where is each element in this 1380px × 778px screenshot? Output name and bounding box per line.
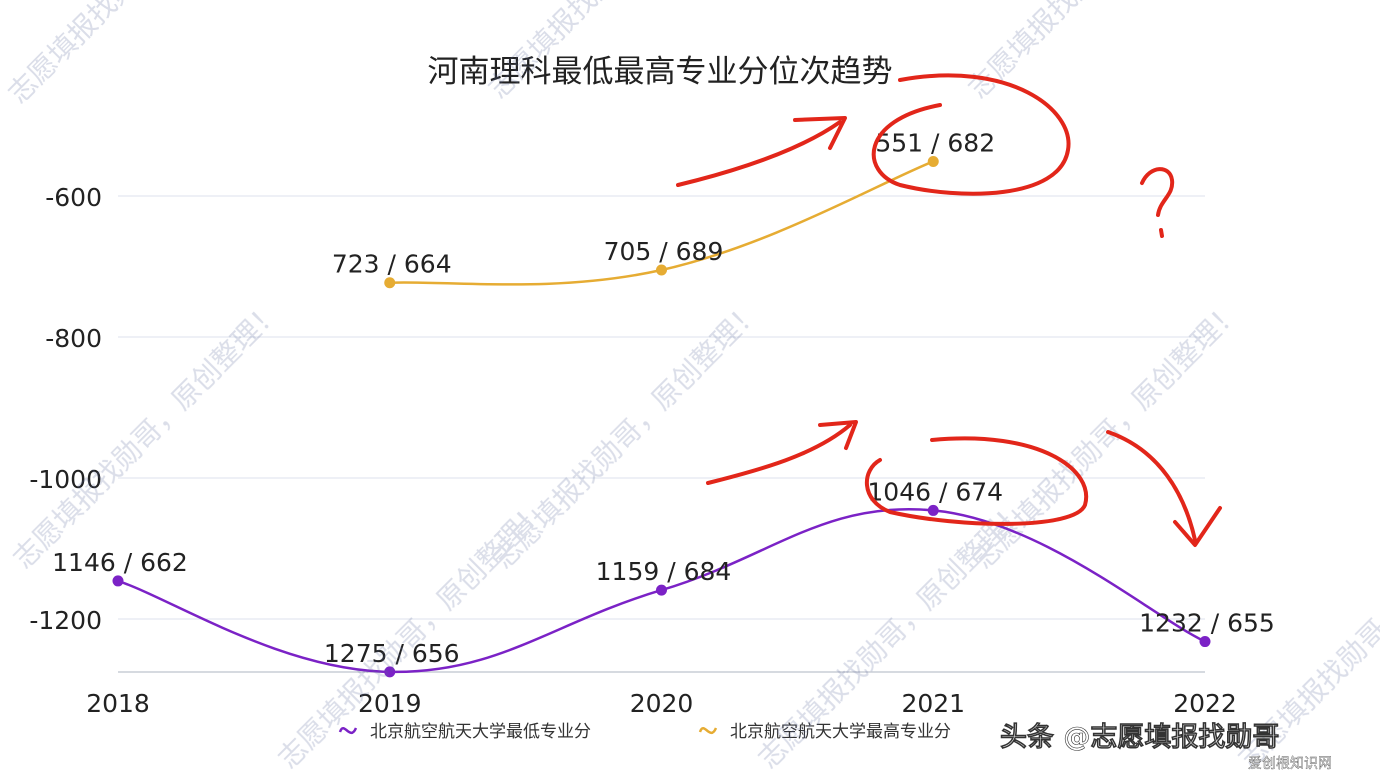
data-point <box>656 584 667 596</box>
question-dot <box>1159 228 1164 238</box>
data-label: 551 / 682 <box>875 128 995 157</box>
y-tick-label: -800 <box>45 324 102 353</box>
data-label: 1232 / 655 <box>1139 609 1275 638</box>
data-point <box>112 575 124 587</box>
y-tick-label: -1000 <box>29 465 102 494</box>
data-label: 1275 / 656 <box>324 639 460 668</box>
data-label: 723 / 664 <box>332 250 452 279</box>
hand-annotations <box>676 73 1222 547</box>
legend-label: 北京航空航天大学最低专业分 <box>370 722 591 742</box>
series: 1146 / 662 1275 / 656 1159 / 684 1046 / 674… <box>52 128 1275 678</box>
data-point <box>656 264 667 276</box>
x-tick-label: 2019 <box>358 689 422 718</box>
y-tick-label: -600 <box>45 183 102 212</box>
corner-watermark: 爱创根知识网 <box>1248 755 1332 772</box>
y-axis: -600 -800 -1000 -1200 <box>29 183 102 635</box>
data-point <box>384 666 396 678</box>
x-tick-label: 2021 <box>901 689 965 718</box>
data-label: 1046 / 674 <box>867 477 1003 506</box>
legend-label: 北京航空航天大学最高专业分 <box>730 722 951 742</box>
arrow-down-head <box>1173 506 1222 547</box>
legend-swatch <box>338 727 358 735</box>
watermark-text: 志愿填报找勋哥，原创整理！ <box>2 0 283 110</box>
arrow-up-top <box>676 120 842 187</box>
data-label: 705 / 689 <box>604 237 724 266</box>
watermark-text: 志愿填报找勋哥，原创整理！ <box>962 0 1243 105</box>
arrow-up-top-head <box>793 116 847 150</box>
x-tick-label: 2020 <box>630 689 694 718</box>
y-tick-label: -1200 <box>29 606 102 635</box>
circle-top <box>871 73 1071 196</box>
arrow-up-bottom-head <box>818 420 858 450</box>
data-point <box>927 504 939 516</box>
data-label: 1146 / 662 <box>52 548 188 577</box>
data-point <box>927 155 939 167</box>
legend-swatch <box>698 727 718 735</box>
data-point <box>1199 636 1211 648</box>
arrow-down <box>1106 430 1197 542</box>
grid <box>118 195 1205 673</box>
credit-watermark: 头条 @志愿填报找勋哥 <box>1000 722 1279 753</box>
legend: 北京航空航天大学最低专业分 北京航空航天大学最高专业分 <box>338 722 951 742</box>
data-label: 1159 / 684 <box>596 557 732 586</box>
circle-bottom <box>865 436 1089 526</box>
x-tick-label: 2022 <box>1173 689 1237 718</box>
chart-title: 河南理科最低最高专业分位次趋势 <box>428 54 893 90</box>
data-point <box>384 277 396 289</box>
x-axis: 2018 2019 2020 2021 2022 <box>86 689 1237 718</box>
x-tick-label: 2018 <box>86 689 150 718</box>
question-mark <box>1140 167 1175 217</box>
arrow-up-bottom <box>706 423 852 485</box>
